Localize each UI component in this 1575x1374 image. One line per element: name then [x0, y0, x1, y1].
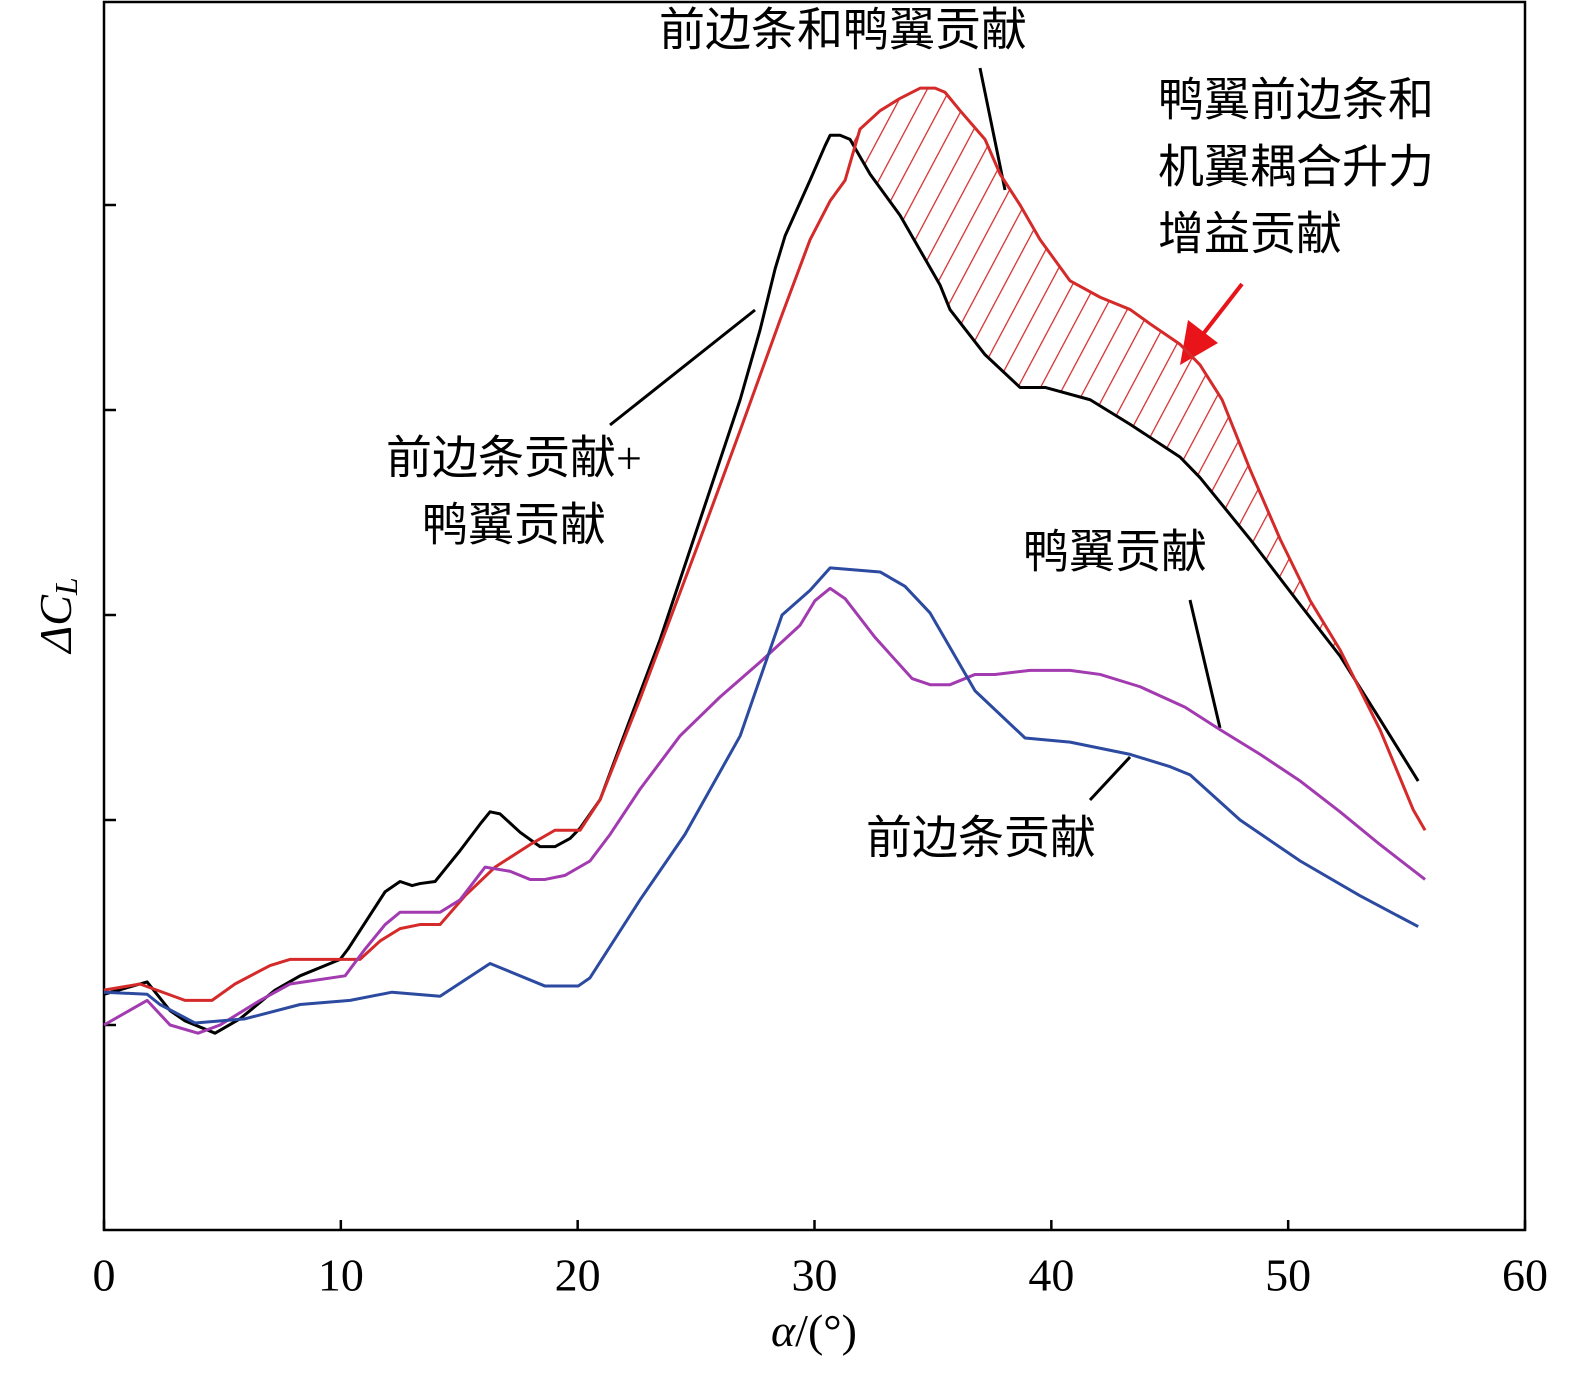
series-line: [103, 586, 1426, 1035]
leader-line: [1088, 755, 1132, 802]
annotation: 前边条贡献+: [386, 433, 642, 484]
leader-line: [609, 308, 756, 427]
x-axis-label: α/(°): [771, 1305, 857, 1356]
series-line: [103, 86, 1427, 1002]
annotation: 鸭翼贡献: [1023, 527, 1207, 578]
annotation: 鸭翼贡献: [422, 500, 606, 551]
x-tick-label: 10: [318, 1250, 364, 1301]
leader-line: [978, 67, 1007, 191]
arrow-head: [1180, 320, 1218, 365]
x-tick-label: 0: [93, 1250, 116, 1301]
hatch-layer: [850, 88, 1381, 730]
arrow-shaft: [1198, 282, 1244, 340]
x-tick-label: 20: [555, 1250, 601, 1301]
y-axis-label: ΔCL: [30, 577, 85, 654]
series-line: [103, 133, 1420, 1035]
annotation: 增益贡献: [1158, 209, 1342, 260]
annotation: 前边条贡献: [866, 813, 1096, 864]
x-tick-label: 50: [1265, 1250, 1311, 1301]
leader-line: [1188, 599, 1222, 729]
series-line: [103, 566, 1419, 1025]
x-tick-label: 30: [792, 1250, 838, 1301]
x-tick-label: 40: [1028, 1250, 1074, 1301]
annotation: 前边条和鸭翼贡献: [659, 5, 1027, 56]
x-tick-label: 60: [1502, 1250, 1548, 1301]
leader-lines: [609, 67, 1222, 802]
hatch-region: [850, 88, 1381, 730]
annotation: 机翼耦合升力: [1158, 142, 1434, 193]
annotation: 鸭翼前边条和: [1158, 75, 1434, 126]
